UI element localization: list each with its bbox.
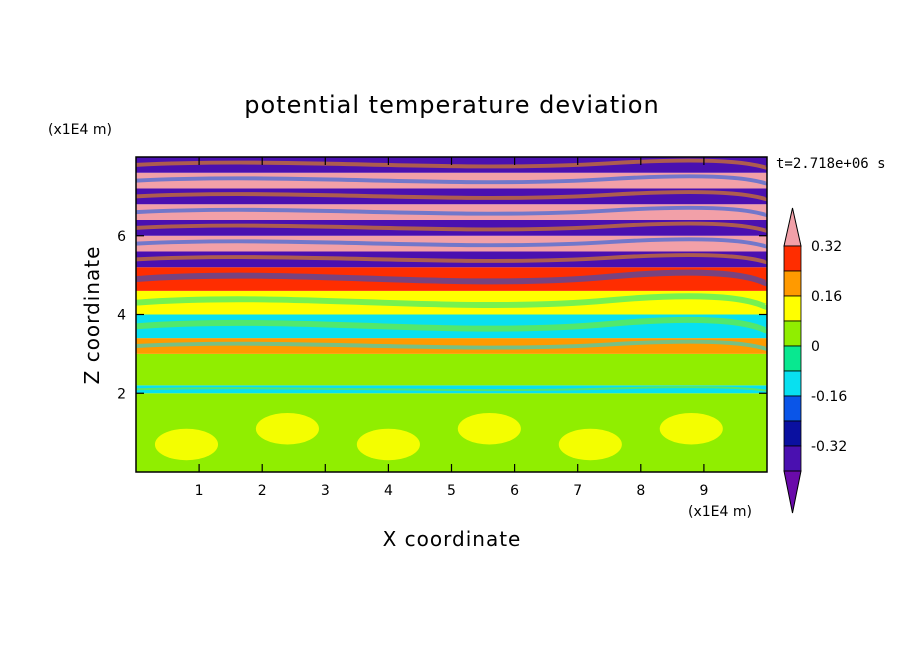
colorbar-extend-max <box>783 207 802 247</box>
x-tick-label: 3 <box>321 483 330 499</box>
x-tick-label: 5 <box>447 483 456 499</box>
x-tick-label: 4 <box>384 483 393 499</box>
colorbar-swatch <box>783 320 802 347</box>
y-unit-label: (x1E4 m) <box>48 122 112 138</box>
x-tick-label: 9 <box>699 483 708 499</box>
colorbar-swatch <box>783 420 802 447</box>
contour-field <box>136 157 767 472</box>
contour-streak <box>136 339 767 351</box>
colorbar-extend-min <box>783 470 802 514</box>
contour-patch <box>457 412 521 445</box>
contour-patch <box>255 412 319 445</box>
time-label: t=2.718e+06 s <box>776 156 886 172</box>
colorbar-swatch <box>783 370 802 397</box>
contour-patch <box>154 428 219 461</box>
contour-streak <box>136 316 767 334</box>
colorbar-swatch <box>783 345 802 372</box>
contour-streak <box>136 158 767 170</box>
x-tick-label: 2 <box>258 483 267 499</box>
colorbar-label: 0.16 <box>811 289 842 305</box>
contour-streak <box>136 174 767 186</box>
contour-streak <box>136 205 767 217</box>
contour-streak <box>136 386 767 392</box>
y-tick-label: 2 <box>117 386 126 402</box>
colorbar-label: -0.32 <box>811 439 847 455</box>
contour-streak <box>136 293 767 310</box>
x-tick-label: 7 <box>573 483 582 499</box>
contour-patch <box>659 412 723 445</box>
colorbar-swatch <box>783 295 802 322</box>
y-tick-label: 6 <box>117 229 126 245</box>
contour-patch <box>356 428 420 461</box>
y-axis-label: Z coordinate <box>80 246 104 385</box>
contour-streak <box>136 357 767 380</box>
x-unit-label: (x1E4 m) <box>688 504 752 520</box>
x-tick-label: 6 <box>510 483 519 499</box>
colorbar-label: 0.32 <box>811 239 842 255</box>
chart-title: potential temperature deviation <box>244 91 659 119</box>
colorbar-label: 0 <box>811 339 820 355</box>
contour-streak <box>136 237 767 249</box>
colorbar: 0.32 0.16 0 -0.16 -0.32 <box>783 207 847 514</box>
contour-streak <box>136 221 767 233</box>
y-tick-label: 4 <box>117 308 126 324</box>
x-tick-label: 8 <box>636 483 645 499</box>
x-axis-ticks: 1 2 3 4 5 6 7 8 9 <box>195 157 708 499</box>
colorbar-swatch <box>783 270 802 297</box>
x-axis-label: X coordinate <box>383 527 522 551</box>
colorbar-swatch <box>783 395 802 422</box>
y-axis-ticks: 2 4 6 <box>117 229 767 402</box>
contour-patch <box>558 428 622 461</box>
contour-streak <box>136 269 767 287</box>
colorbar-swatch <box>783 245 802 272</box>
contour-streak <box>136 253 767 265</box>
colorbar-label: -0.16 <box>811 389 847 405</box>
x-tick-label: 1 <box>195 483 204 499</box>
contour-streak <box>136 190 767 202</box>
colorbar-swatch <box>783 445 802 472</box>
